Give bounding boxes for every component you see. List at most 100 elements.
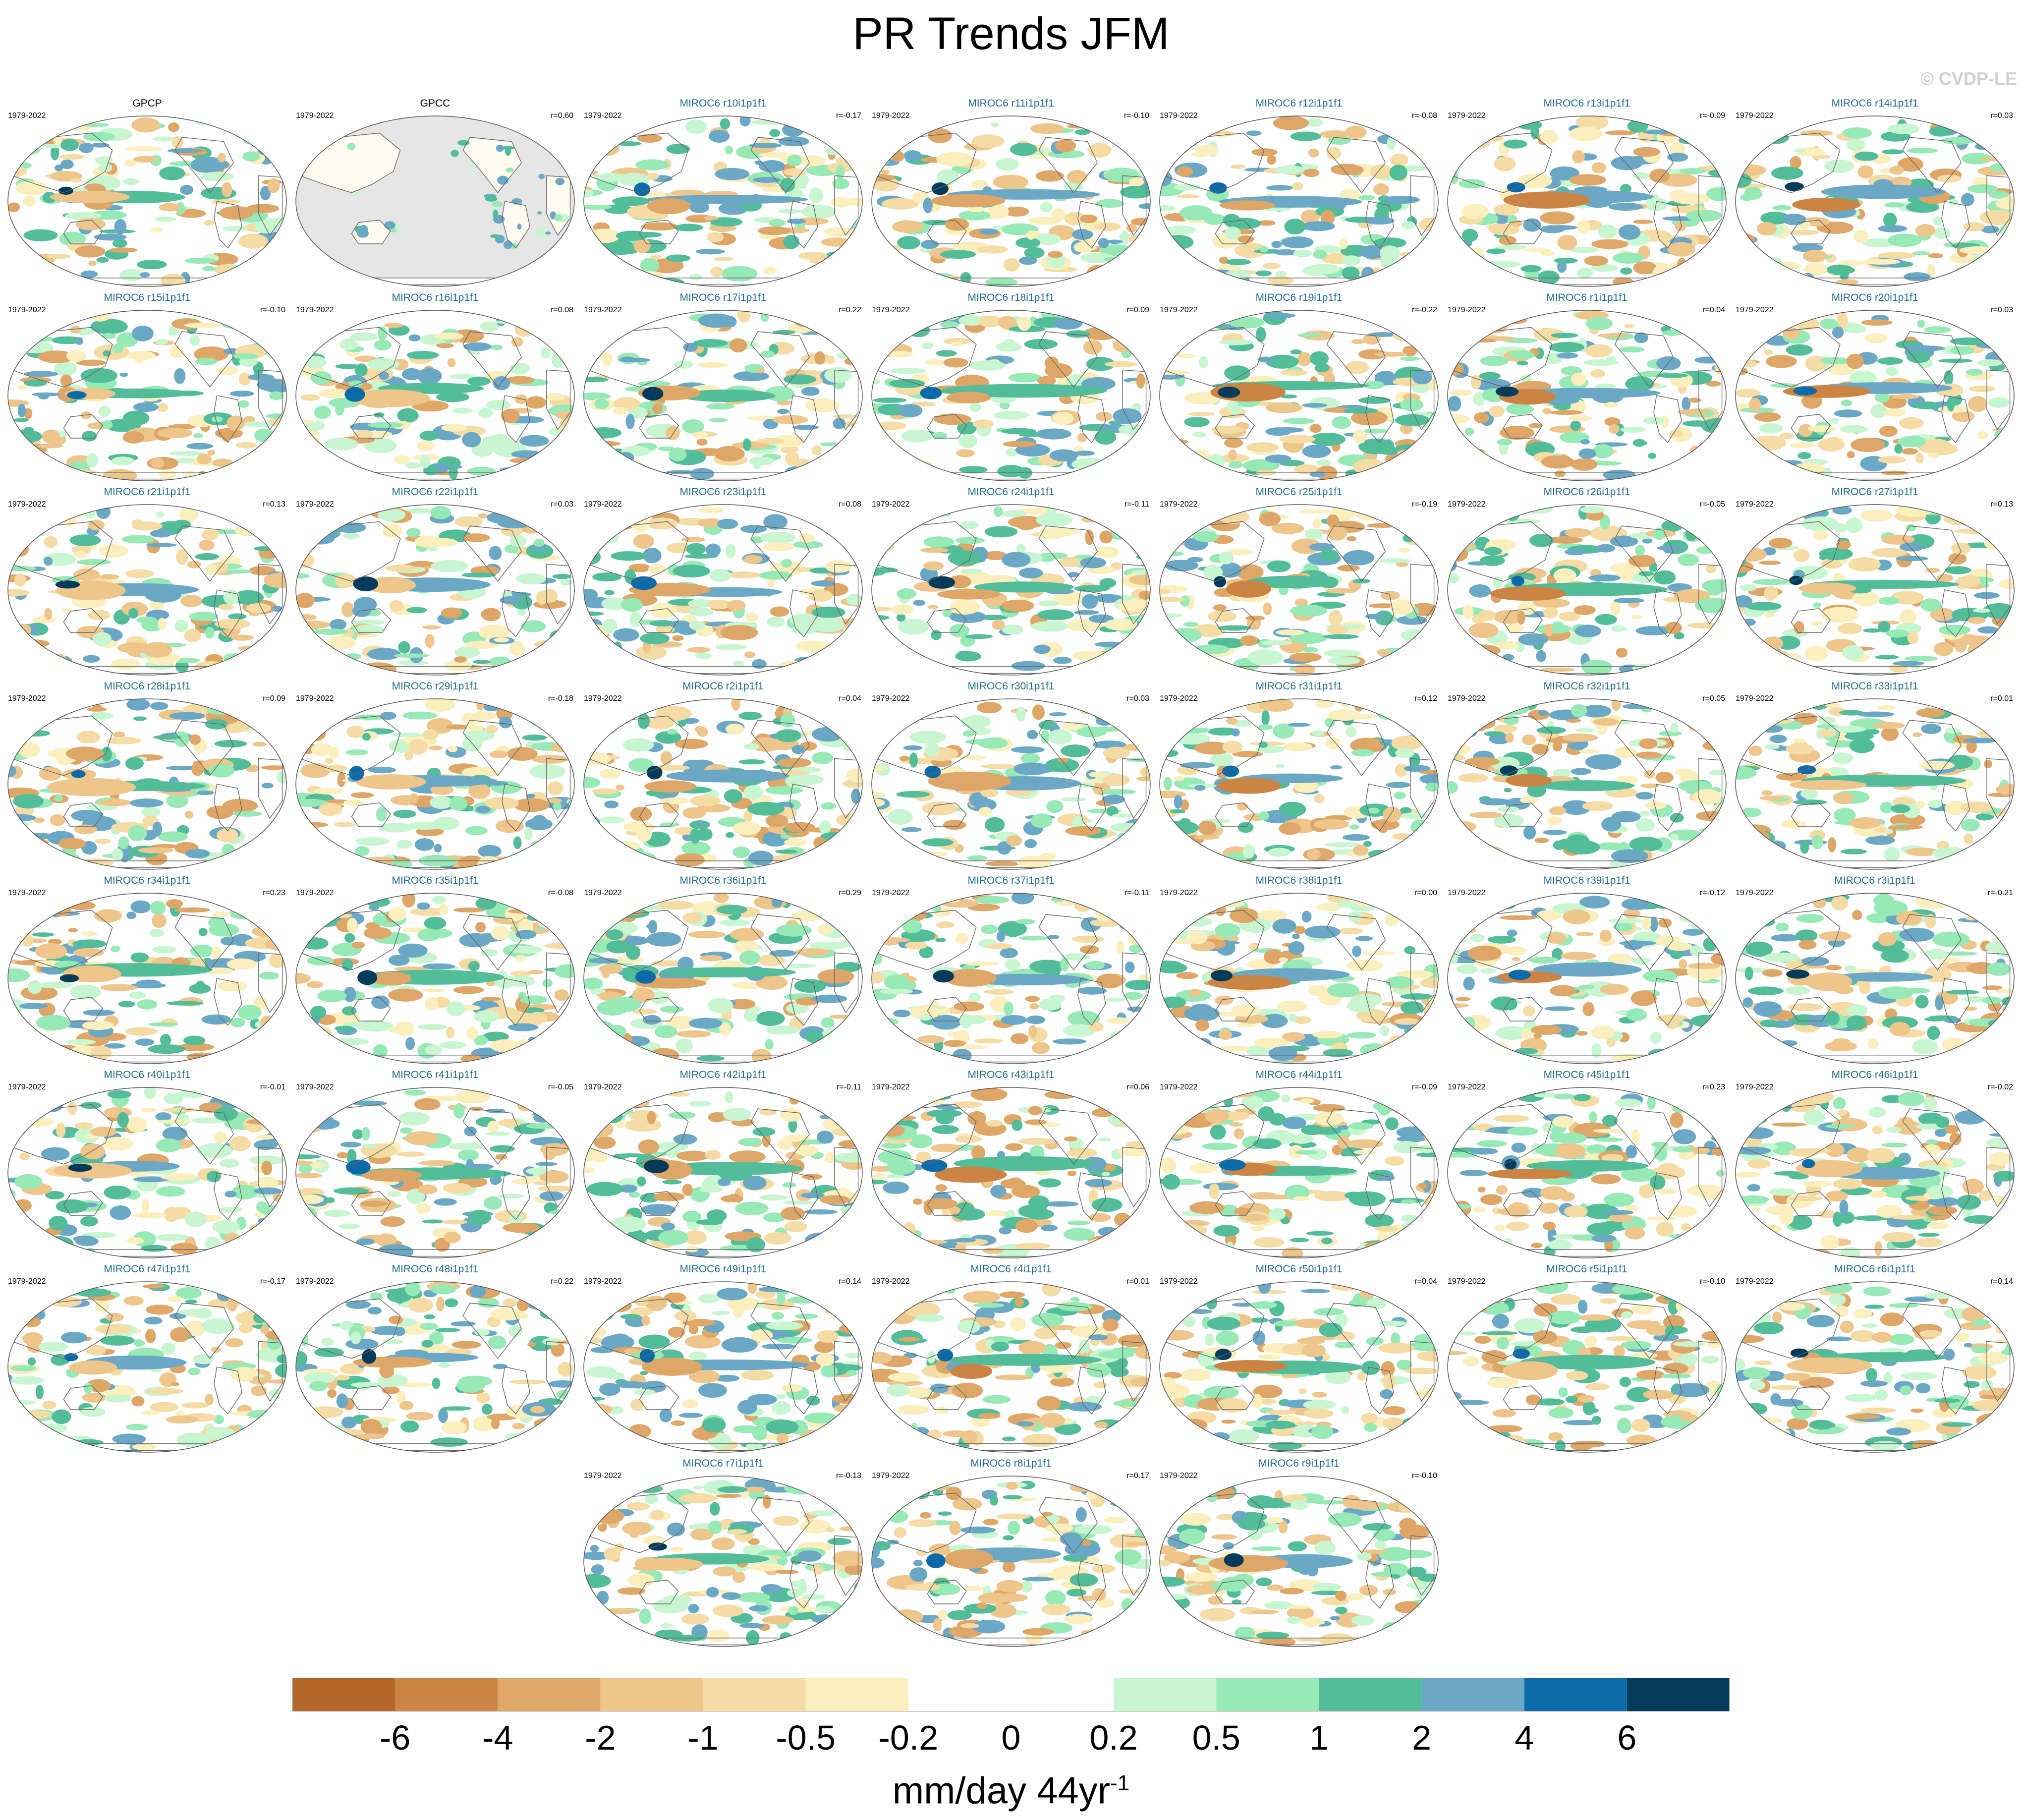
- trend-blob: [1222, 740, 1243, 753]
- trend-blob: [792, 541, 823, 549]
- trend-blob: [226, 415, 245, 431]
- trend-blob: [1825, 740, 1856, 748]
- trend-blob: [1929, 126, 1951, 137]
- trend-blob: [1749, 659, 1786, 668]
- trend-blob: [1309, 471, 1325, 477]
- trend-blob: [1749, 856, 1772, 863]
- trend-blob: [343, 986, 356, 1002]
- trend-blob: [1898, 157, 1924, 172]
- panel-title: MIROC6 r12i1p1f1: [1255, 98, 1343, 109]
- trend-blob: [1744, 261, 1776, 276]
- coastline: [1986, 369, 2011, 431]
- trend-blob: [1960, 801, 1994, 813]
- map-outline: [295, 115, 575, 287]
- wet-anomaly: [66, 391, 87, 399]
- trend-blob: [697, 362, 728, 368]
- trend-blob: [140, 272, 150, 278]
- trend-blob: [189, 734, 201, 745]
- trend-blob: [190, 944, 214, 958]
- trend-blob: [1785, 852, 1795, 859]
- coastline: [174, 331, 234, 388]
- trend-blob: [200, 171, 234, 182]
- trend-blob: [1540, 130, 1558, 145]
- trend-blob: [44, 557, 53, 566]
- trend-blob: [1950, 337, 1986, 345]
- map-outline: [7, 310, 287, 481]
- robinson-map: [295, 698, 575, 870]
- trend-blob: [694, 726, 705, 733]
- trend-blob: [1649, 169, 1670, 183]
- trend-blob: [811, 751, 834, 764]
- trend-blob: [1796, 858, 1808, 868]
- dry-anomaly: [349, 389, 431, 407]
- trend-blob: [1764, 744, 1780, 749]
- trend-blob: [196, 120, 214, 125]
- trend-blob: [1518, 633, 1549, 646]
- trend-blob: [1831, 417, 1839, 424]
- trend-blob: [1699, 845, 1726, 856]
- trend-blob: [215, 619, 250, 629]
- trend-blob: [205, 626, 215, 639]
- trend-blob: [1015, 237, 1041, 248]
- trend-blob: [1741, 807, 1762, 817]
- trend-blob: [201, 1014, 231, 1024]
- map-panel: MIROC6 r2i1p1f1 1979-2022 r=0.04: [582, 680, 864, 873]
- trend-blob: [1994, 699, 2014, 710]
- trend-blob: [1904, 272, 1931, 282]
- trend-blob: [1471, 615, 1485, 624]
- trend-blob: [76, 731, 101, 744]
- equatorial-band: [1821, 184, 1946, 199]
- trend-blob: [1558, 612, 1580, 621]
- trend-blob: [1370, 164, 1393, 179]
- trend-blob: [1542, 830, 1567, 835]
- trend-blob: [14, 639, 50, 648]
- trend-blob: [1998, 624, 2012, 630]
- trend-blob: [100, 984, 138, 991]
- trend-blob: [118, 836, 129, 850]
- trend-blob: [690, 828, 701, 844]
- trend-blob: [8, 122, 32, 128]
- trend-blob: [1172, 513, 1202, 528]
- trend-blob: [543, 723, 572, 728]
- trend-blob: [1736, 164, 1767, 176]
- trend-blob: [1624, 324, 1634, 329]
- trend-blob: [747, 801, 785, 816]
- trend-blob: [896, 791, 930, 798]
- trend-blob: [1017, 316, 1031, 331]
- robinson-map: [583, 893, 863, 1064]
- trend-blob: [781, 559, 792, 568]
- trend-blob: [75, 245, 106, 258]
- trend-blob: [650, 620, 675, 627]
- trend-blob: [27, 472, 49, 480]
- trend-blob: [1122, 847, 1138, 855]
- panel-title: MIROC6 r11i1p1f1: [968, 98, 1054, 109]
- trend-blob: [490, 234, 501, 238]
- trend-blob: [368, 358, 399, 371]
- trend-blob: [1228, 449, 1237, 460]
- trend-blob: [1343, 550, 1375, 566]
- trend-blob: [1842, 645, 1864, 660]
- trend-blob: [1975, 813, 1994, 821]
- trend-blob: [1400, 471, 1416, 479]
- trend-blob: [69, 534, 101, 546]
- trend-blob: [743, 555, 763, 564]
- trend-blob: [622, 738, 654, 752]
- trend-blob: [511, 450, 543, 458]
- trend-blob: [1261, 710, 1270, 726]
- trend-blob: [230, 847, 268, 858]
- trend-blob: [8, 904, 21, 917]
- trend-blob: [851, 788, 860, 804]
- trend-blob: [263, 257, 286, 271]
- coastline: [299, 910, 401, 970]
- trend-blob: [1105, 361, 1137, 367]
- trend-blob: [1576, 220, 1590, 234]
- trend-blob: [172, 519, 191, 529]
- trend-blob: [1520, 505, 1553, 514]
- trend-blob: [1462, 605, 1474, 619]
- trend-blob: [125, 757, 144, 770]
- trend-blob: [872, 526, 882, 533]
- coastline: [1503, 608, 1543, 633]
- panel-period: 1979-2022: [872, 694, 910, 703]
- trend-blob: [1261, 640, 1292, 645]
- trend-blob: [1800, 273, 1815, 286]
